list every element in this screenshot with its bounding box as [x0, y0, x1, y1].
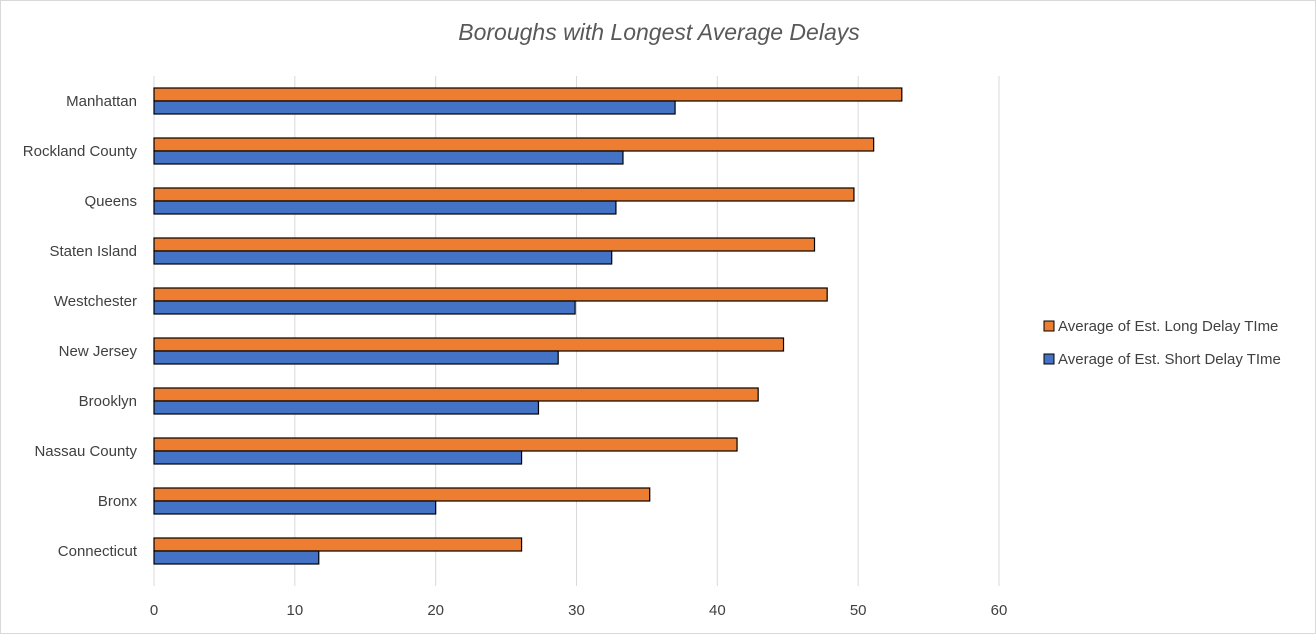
- bar-long-delay[interactable]: [153, 437, 738, 452]
- bar-short-delay[interactable]: [153, 400, 540, 415]
- category-label: New Jersey: [59, 343, 138, 360]
- bar-short-delay[interactable]: [153, 350, 559, 365]
- chart-title: Boroughs with Longest Average Delays: [458, 19, 860, 45]
- x-tick-label: 60: [991, 602, 1008, 619]
- bar-short-delay[interactable]: [153, 500, 437, 515]
- bar-long-delay[interactable]: [153, 137, 875, 152]
- x-tick-label: 40: [709, 602, 726, 619]
- category-label: Staten Island: [49, 243, 137, 260]
- category-label: Queens: [84, 193, 137, 210]
- bar-long-delay[interactable]: [153, 187, 855, 202]
- bar-long-delay[interactable]: [153, 337, 785, 352]
- bar-long-delay[interactable]: [153, 387, 759, 402]
- category-label: Bronx: [98, 493, 138, 510]
- legend-swatch: [1043, 353, 1055, 365]
- x-tick-label: 30: [568, 602, 585, 619]
- bar-long-delay[interactable]: [153, 487, 651, 502]
- category-label: Westchester: [54, 293, 137, 310]
- x-tick-label: 0: [150, 602, 158, 619]
- bar-short-delay[interactable]: [153, 300, 576, 315]
- bar-short-delay[interactable]: [153, 450, 523, 465]
- legend-swatch: [1043, 320, 1055, 332]
- x-tick-label: 50: [850, 602, 867, 619]
- category-label: Manhattan: [66, 93, 137, 110]
- bar-long-delay[interactable]: [153, 537, 523, 552]
- bar-short-delay[interactable]: [153, 150, 624, 165]
- bar-long-delay[interactable]: [153, 287, 828, 302]
- category-label: Nassau County: [34, 443, 137, 460]
- bar-short-delay[interactable]: [153, 550, 320, 565]
- category-label: Brooklyn: [79, 393, 137, 410]
- bar-short-delay[interactable]: [153, 200, 617, 215]
- category-label: Connecticut: [58, 543, 138, 560]
- legend-entry: Average of Est. Long Delay TIme: [1058, 318, 1278, 335]
- legend-entry: Average of Est. Short Delay TIme: [1058, 351, 1281, 368]
- bar-long-delay[interactable]: [153, 237, 816, 252]
- category-label: Rockland County: [23, 143, 138, 160]
- x-tick-label: 20: [427, 602, 444, 619]
- bar-short-delay[interactable]: [153, 250, 613, 265]
- bar-short-delay[interactable]: [153, 100, 676, 115]
- bar-long-delay[interactable]: [153, 87, 903, 102]
- x-tick-label: 10: [286, 602, 303, 619]
